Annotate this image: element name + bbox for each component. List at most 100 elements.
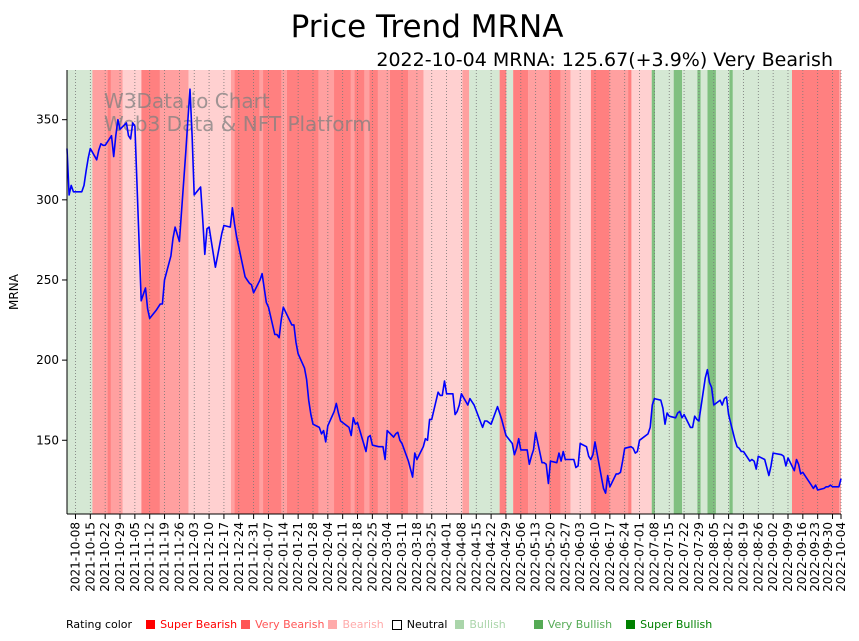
x-tick-label: 2022-05-27 (558, 522, 572, 592)
legend-swatch (533, 620, 543, 629)
vertical-gridlines (75, 70, 842, 514)
y-tick-label: 200 (36, 353, 59, 367)
y-tick-label: 250 (36, 273, 59, 287)
x-tick-label: 2021-10-08 (68, 522, 82, 592)
x-tick-label: 2022-02-11 (336, 522, 350, 592)
rating-band (281, 70, 287, 514)
rating-band (67, 70, 93, 514)
x-tick-label: 2022-07-08 (647, 522, 661, 592)
x-tick-label: 2022-06-03 (573, 522, 587, 592)
x-tick-label: 2021-10-22 (98, 522, 112, 592)
rating-band (318, 70, 335, 514)
rating-band (350, 70, 355, 514)
legend-item: Very Bullish (533, 618, 612, 631)
rating-band (548, 70, 561, 514)
legend-item: Super Bullish (626, 618, 712, 631)
rating-band (364, 70, 370, 514)
rating-band (286, 70, 319, 514)
rating-band (423, 70, 463, 514)
rating-band (741, 70, 792, 514)
x-tick-label: 2021-10-29 (113, 522, 127, 592)
x-tick-label: 2022-02-25 (365, 522, 379, 592)
x-tick-label: 2021-12-31 (247, 522, 261, 592)
rating-band (655, 70, 674, 514)
legend-item: Bearish (328, 618, 384, 631)
x-tick-label: 2022-03-25 (425, 522, 439, 592)
x-tick-label: 2022-02-18 (351, 522, 365, 592)
x-tick-label: 2022-10-04 (834, 522, 848, 592)
price-series (66, 88, 842, 495)
rating-band (499, 70, 507, 514)
x-tick-label: 2022-07-15 (662, 522, 676, 592)
x-tick-label: 2022-05-13 (529, 522, 543, 592)
rating-band (729, 70, 733, 514)
rating-band (590, 70, 610, 514)
rating-band (673, 70, 683, 514)
rating-band (263, 70, 282, 514)
rating-band (234, 70, 260, 514)
x-axis-ticks: 2021-10-08 2021-10-15 2021-10-22 2021-10-29… (68, 514, 848, 592)
rating-band (354, 70, 365, 514)
x-tick-label: 2022-06-10 (588, 522, 602, 592)
chart-subtitle: 2022-10-04 MRNA: 125.67(+3.9%) Very Bear… (376, 49, 833, 71)
rating-band (462, 70, 470, 514)
rating-band (506, 70, 514, 514)
rating-band (188, 70, 231, 514)
x-tick-label: 2021-12-10 (202, 522, 216, 592)
y-tick-label: 350 (36, 113, 59, 127)
legend-swatch (146, 620, 156, 629)
rating-band (369, 70, 378, 514)
price-line (66, 88, 842, 495)
legend-swatch (626, 620, 636, 629)
y-axis-label: MRNA (7, 273, 21, 310)
x-tick-label: 2021-11-26 (172, 522, 186, 592)
rating-band (259, 70, 264, 514)
legend-swatch (241, 620, 251, 629)
legend-label: Bullish (469, 618, 506, 631)
x-tick-label: 2022-04-01 (440, 522, 454, 592)
watermark-line-1: W3Data.io Chart (104, 89, 270, 113)
rating-band (141, 70, 160, 514)
x-tick-label: 2022-07-29 (692, 522, 706, 592)
rating-band (700, 70, 708, 514)
rating-band (469, 70, 500, 514)
legend-title: Rating color (66, 618, 133, 631)
legend-label: Super Bearish (160, 618, 238, 631)
x-tick-label: 2022-04-22 (484, 522, 498, 592)
rating-band (732, 70, 742, 514)
legend-item: Bullish (455, 618, 506, 631)
legend-label: Very Bearish (255, 618, 325, 631)
legend-item: Super Bearish (146, 618, 237, 631)
x-tick-label: 2021-11-12 (143, 522, 157, 592)
rating-band (408, 70, 424, 514)
rating-band (230, 70, 235, 514)
x-tick-label: 2022-07-01 (633, 522, 647, 592)
rating-band (389, 70, 409, 514)
x-tick-label: 2022-03-11 (395, 522, 409, 592)
x-tick-label: 2022-05-06 (514, 522, 528, 592)
x-tick-label: 2022-09-09 (781, 522, 795, 592)
legend-items: Super Bearish Very Bearish Bearish Neutral B… (146, 618, 716, 631)
x-tick-label: 2022-04-15 (469, 522, 483, 592)
rating-band (609, 70, 629, 514)
x-tick-label: 2022-03-18 (410, 522, 424, 592)
chart-title: Price Trend MRNA (291, 9, 564, 45)
x-tick-label: 2022-06-17 (603, 522, 617, 592)
y-tick-label: 300 (36, 193, 59, 207)
x-tick-label: 2022-09-23 (808, 522, 822, 592)
rating-band (110, 70, 123, 514)
x-tick-label: 2021-10-15 (83, 522, 97, 592)
x-tick-label: 2022-08-05 (707, 522, 721, 592)
rating-band (377, 70, 390, 514)
legend-swatch (328, 620, 338, 629)
x-tick-label: 2022-01-14 (276, 522, 290, 592)
y-tick-label: 150 (36, 433, 59, 447)
rating-legend: Rating color Super Bearish Very Bearish Be… (66, 618, 716, 631)
rating-band (528, 70, 549, 514)
rating-band (631, 70, 652, 514)
legend-label: Neutral (406, 618, 448, 631)
x-tick-label: 2022-02-04 (321, 522, 335, 592)
legend-label: Bearish (342, 618, 384, 631)
x-tick-label: 2022-09-30 (821, 522, 835, 592)
rating-band (682, 70, 698, 514)
